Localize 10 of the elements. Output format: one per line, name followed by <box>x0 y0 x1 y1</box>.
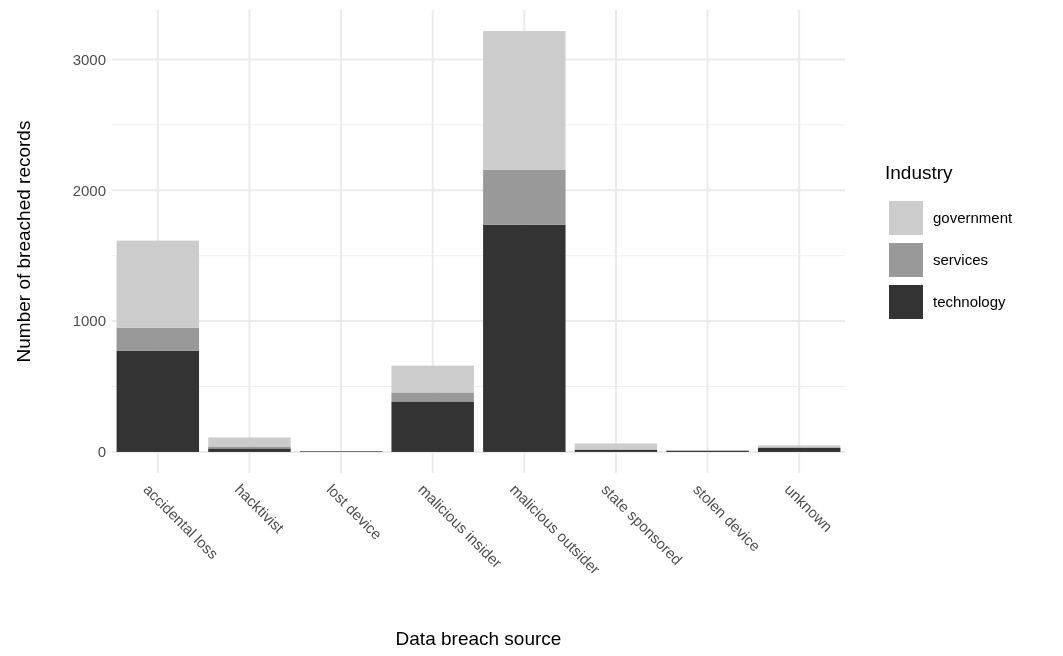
legend-label: government <box>933 209 1014 227</box>
x-axis-title: Data breach source <box>395 628 562 649</box>
legend-title: Industry <box>885 162 954 183</box>
y-tick-label: 2000 <box>72 181 106 199</box>
legend-label: services <box>933 251 989 269</box>
y-tick-label: 0 <box>97 443 106 461</box>
y-axis-title: Number of breached records <box>13 120 34 363</box>
legend-label: technology <box>933 293 1007 311</box>
y-tick-label: 3000 <box>72 50 106 68</box>
y-tick-label: 1000 <box>72 312 106 330</box>
